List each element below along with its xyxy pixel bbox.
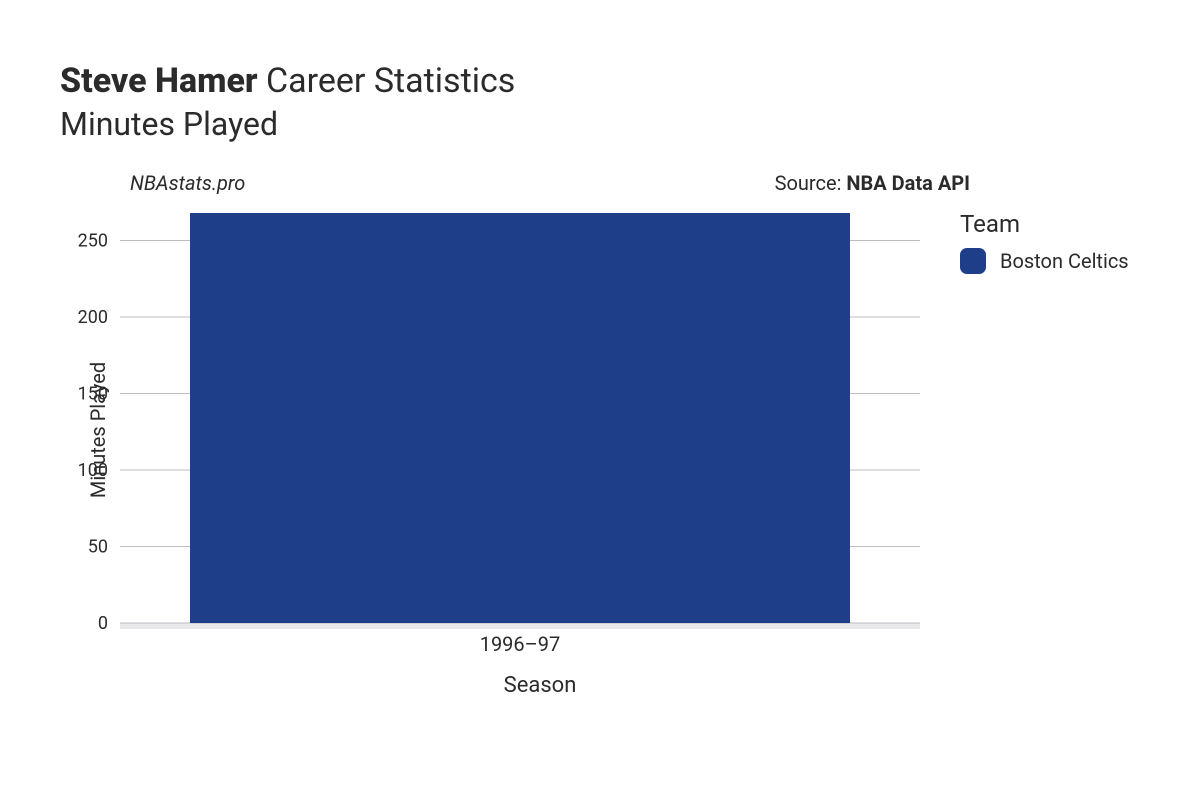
source-name: NBA Data API <box>846 171 970 195</box>
site-credit: NBAstats.pro <box>130 171 245 195</box>
bar-chart: 0501001502002501996–97 <box>60 205 980 655</box>
source-credit: Source: NBA Data API <box>775 171 970 195</box>
player-name: Steve Hamer <box>60 61 258 101</box>
x-tick-label: 1996–97 <box>480 632 561 655</box>
legend-title: Team <box>960 210 1129 238</box>
title-block: Steve Hamer Career Statistics Minutes Pl… <box>60 60 1160 143</box>
chart-title-line2: Minutes Played <box>60 105 1160 143</box>
y-axis-label: Minutes Played <box>86 361 110 497</box>
bar <box>190 213 850 623</box>
legend: Team Boston Celtics <box>960 210 1129 274</box>
chart-title-line1: Steve Hamer Career Statistics <box>60 60 1160 103</box>
x-axis-label: Season <box>110 673 970 698</box>
legend-item-label: Boston Celtics <box>1000 249 1129 273</box>
y-tick-label: 0 <box>98 613 108 634</box>
y-tick-label: 50 <box>88 536 108 557</box>
legend-swatch-icon <box>960 248 986 274</box>
legend-item: Boston Celtics <box>960 248 1129 274</box>
title-suffix: Career Statistics <box>266 61 515 101</box>
baseline-strip <box>120 623 920 629</box>
source-prefix: Source: <box>775 171 847 195</box>
y-tick-label: 250 <box>78 230 108 251</box>
page-root: Steve Hamer Career Statistics Minutes Pl… <box>0 0 1200 800</box>
meta-row: NBAstats.pro Source: NBA Data API <box>110 171 970 195</box>
y-tick-label: 200 <box>78 307 108 328</box>
